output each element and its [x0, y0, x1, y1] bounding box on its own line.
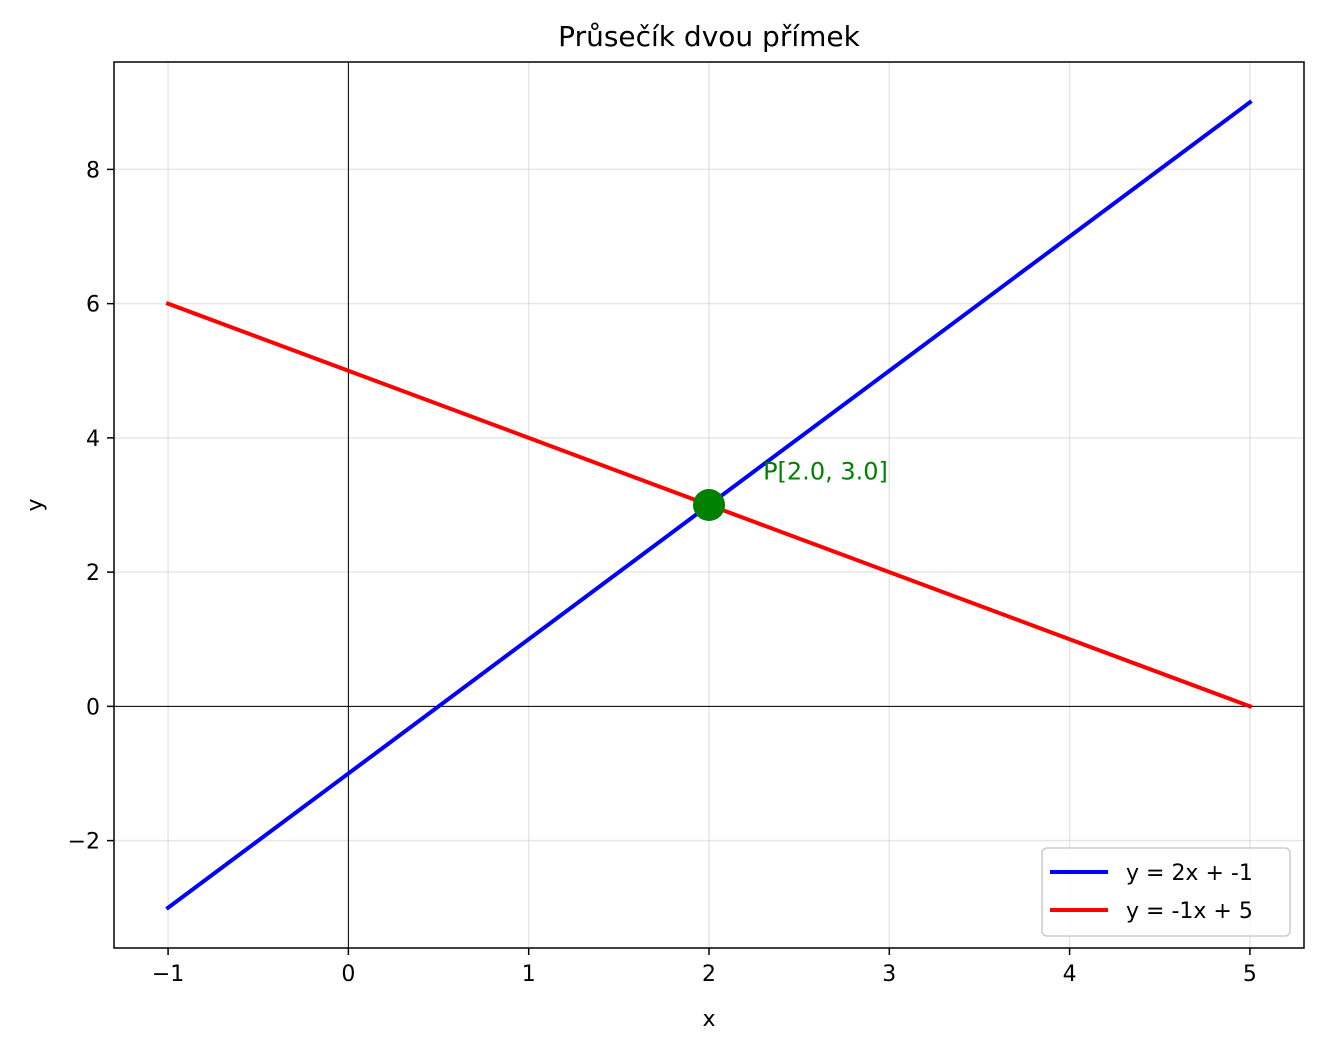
y-tick-label: 4 [86, 427, 100, 452]
intersection-point [693, 489, 725, 521]
y-tick-label: −2 [68, 830, 100, 855]
y-tick-label: 8 [86, 158, 100, 183]
ticks: −1 0 1 2 3 4 5 −2 0 2 4 6 8 [68, 158, 1257, 987]
x-tick-label: 1 [522, 962, 536, 987]
x-tick-label: 5 [1243, 962, 1257, 987]
intersection-layer: P[2.0, 3.0] [693, 457, 888, 521]
x-tick-label: 2 [702, 962, 716, 987]
y-tick-label: 2 [86, 561, 100, 586]
y-tick-label: 0 [86, 695, 100, 720]
x-tick-label: −1 [152, 962, 184, 987]
x-axis-label: x [702, 1007, 715, 1032]
reference-lines [114, 62, 1304, 948]
legend-label-series-1: y = 2x + -1 [1126, 861, 1253, 886]
x-tick-label: 0 [341, 962, 355, 987]
x-tick-label: 3 [882, 962, 896, 987]
y-axis-label: y [23, 498, 48, 511]
intersection-label: P[2.0, 3.0] [763, 457, 888, 485]
y-tick-label: 6 [86, 293, 100, 318]
legend: y = 2x + -1 y = -1x + 5 [1041, 847, 1291, 937]
chart-title: Průsečík dvou přímek [558, 20, 860, 53]
x-tick-label: 4 [1063, 962, 1077, 987]
legend-label-series-2: y = -1x + 5 [1126, 899, 1253, 924]
